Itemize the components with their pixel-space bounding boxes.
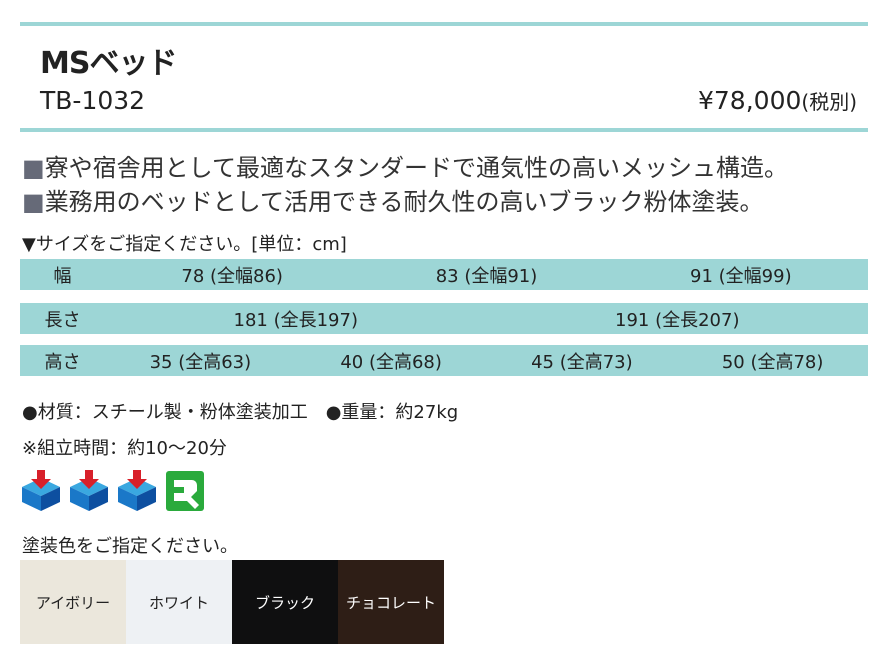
- color-prompt: 塗装色をご指定ください。: [22, 536, 238, 557]
- color-swatch[interactable]: アイボリー: [20, 560, 126, 644]
- row-label: 高さ: [44, 351, 81, 373]
- size-row-height: 高さ 35 (全高63) 40 (全高68) 45 (全高73) 50 (全高78): [20, 345, 868, 376]
- price: ¥78,000(税別): [698, 86, 857, 115]
- size-option[interactable]: 78 (全幅86): [181, 265, 283, 287]
- color-swatches: アイボリー ホワイト ブラック チョコレート: [20, 560, 444, 644]
- bullet-square-icon: ■: [22, 188, 45, 216]
- delivery-box-icon: [22, 470, 60, 511]
- header-rule: [20, 128, 868, 132]
- color-swatch[interactable]: チョコレート: [338, 560, 444, 644]
- feature-text: 寮や宿舎用として最適なスタンダードで通気性の高いメッシュ構造。: [44, 154, 788, 182]
- price-value: ¥78,000: [698, 86, 802, 115]
- size-option[interactable]: 83 (全幅91): [435, 265, 538, 287]
- assembly-wrench-icon: [166, 471, 204, 511]
- size-option[interactable]: 181 (全長197): [233, 309, 358, 331]
- service-icons: [20, 470, 206, 512]
- tax-note: (税別): [801, 90, 857, 114]
- size-row-length: 長さ 181 (全長197) 191 (全長207): [20, 303, 868, 334]
- color-swatch[interactable]: ブラック: [232, 560, 338, 644]
- feature-2: ■業務用のベッドとして活用できる耐久性の高いブラック粉体塗装。: [22, 182, 764, 217]
- top-rule: [20, 22, 868, 26]
- model-number: TB-1032: [40, 86, 146, 115]
- size-note: ▼サイズをご指定ください。[単位：cm]: [22, 234, 347, 255]
- size-option[interactable]: 45 (全高73): [531, 351, 633, 373]
- row-label: 長さ: [44, 309, 81, 331]
- color-swatch[interactable]: ホワイト: [126, 560, 232, 644]
- bullet-square-icon: ■: [22, 154, 45, 182]
- size-option[interactable]: 191 (全長207): [615, 309, 740, 331]
- delivery-box-icon: [118, 470, 156, 511]
- size-row-width: 幅 78 (全幅86) 83 (全幅91) 91 (全幅99): [20, 259, 868, 290]
- size-option[interactable]: 40 (全高68): [340, 351, 442, 373]
- assembly-time: ※組立時間：約10〜20分: [22, 438, 227, 459]
- size-option[interactable]: 50 (全高78): [721, 351, 824, 373]
- size-option[interactable]: 35 (全高63): [149, 351, 252, 373]
- feature-text: 業務用のベッドとして活用できる耐久性の高いブラック粉体塗装。: [44, 188, 764, 216]
- product-title: MSベッド: [40, 46, 177, 81]
- size-option[interactable]: 91 (全幅99): [690, 265, 792, 287]
- specs: ●材質：スチール製・粉体塗装加工 ●重量：約27kg: [22, 402, 459, 423]
- row-label: 幅: [53, 265, 72, 287]
- delivery-box-icon: [70, 470, 108, 511]
- feature-1: ■寮や宿舎用として最適なスタンダードで通気性の高いメッシュ構造。: [22, 148, 788, 183]
